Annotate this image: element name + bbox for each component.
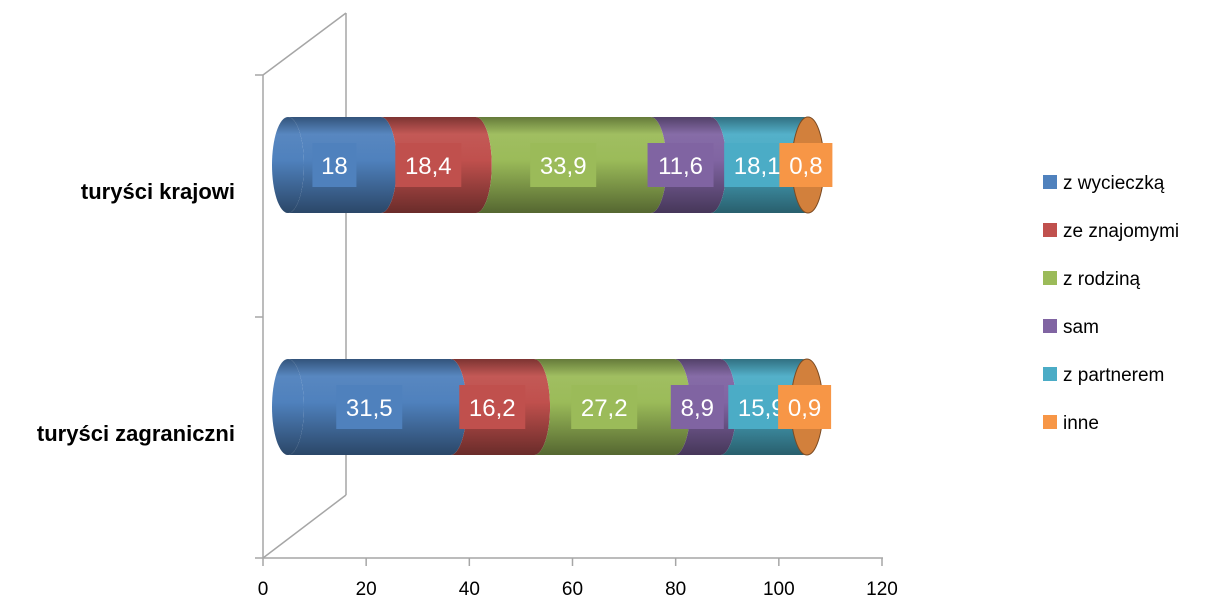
x-axis: 0 20 40 60 80 100 120	[258, 558, 898, 600]
data-label-value: 31,5	[346, 395, 393, 422]
legend-item: z rodziną	[1043, 269, 1141, 290]
data-label-value: 18,1	[734, 153, 781, 180]
x-tick-label: 40	[459, 579, 480, 600]
data-label-value: 8,9	[681, 395, 714, 422]
legend-swatch	[1043, 319, 1057, 333]
data-label-value: 0,9	[788, 395, 821, 422]
legend-item: ze znajomymi	[1043, 221, 1179, 242]
x-tick-label: 20	[356, 579, 377, 600]
data-label-box	[647, 143, 714, 187]
legend-label: ze znajomymi	[1063, 221, 1179, 242]
data-label-box	[778, 385, 832, 429]
x-tick-label: 80	[665, 579, 686, 600]
data-label-box	[336, 385, 403, 429]
chart-frame	[255, 12, 883, 559]
data-label-value: 15,9	[738, 395, 785, 422]
data-label-value: 0,8	[789, 153, 822, 180]
legend-swatch	[1043, 415, 1057, 429]
legend-item: sam	[1043, 317, 1099, 338]
data-label: 18,1	[724, 143, 791, 187]
category-label: turyści zagraniczni	[37, 421, 235, 446]
data-label-value: 18	[321, 153, 348, 180]
legend-item: z wycieczką	[1043, 173, 1165, 194]
data-label: 16,2	[459, 385, 526, 429]
data-label-box	[670, 385, 724, 429]
data-label: 0,9	[778, 385, 832, 429]
data-label-value: 18,4	[405, 153, 452, 180]
data-label: 31,5	[336, 385, 403, 429]
data-label: 11,6	[647, 143, 714, 187]
data-label-box	[724, 143, 791, 187]
data-label: 27,2	[571, 385, 638, 429]
x-tick-label: 0	[258, 579, 269, 600]
top-depth-line	[262, 12, 347, 76]
data-label-box	[395, 143, 462, 187]
legend-label: sam	[1063, 317, 1099, 338]
data-label-box	[459, 385, 526, 429]
bar-start-cap	[272, 117, 304, 213]
data-label: 18	[312, 143, 357, 187]
category-label: turyści krajowi	[81, 179, 235, 204]
data-label-box	[530, 143, 597, 187]
data-label-box	[571, 385, 638, 429]
data-label: 33,9	[530, 143, 597, 187]
bottom-depth-line	[262, 494, 347, 559]
legend-item: inne	[1043, 413, 1099, 434]
data-label-value: 33,9	[540, 153, 587, 180]
legend-item: z partnerem	[1043, 365, 1164, 386]
legend-label: z rodziną	[1063, 269, 1141, 290]
data-label-value: 16,2	[469, 395, 516, 422]
data-labels: 18 18,4 33,9 11,6 18,1 0,8 31,5 16,2 27,2 8,9 15,9…	[312, 143, 833, 429]
data-label-value: 11,6	[658, 153, 703, 180]
legend-label: inne	[1063, 413, 1099, 434]
data-label-box	[779, 143, 833, 187]
bar-start-cap	[272, 359, 304, 455]
legend-swatch	[1043, 367, 1057, 381]
x-tick-label: 120	[866, 579, 898, 600]
data-label-box	[312, 143, 357, 187]
x-tick-label: 100	[763, 579, 795, 600]
data-label-value: 27,2	[581, 395, 628, 422]
legend-label: z wycieczką	[1063, 173, 1165, 194]
legend-swatch	[1043, 175, 1057, 189]
data-label: 0,8	[779, 143, 833, 187]
legend: z wycieczką ze znajomymi z rodziną sam z par…	[1043, 173, 1179, 434]
data-label: 8,9	[670, 385, 724, 429]
legend-label: z partnerem	[1063, 365, 1164, 386]
x-tick-label: 60	[562, 579, 583, 600]
category-axis: turyści krajowi turyści zagraniczni	[37, 179, 235, 446]
legend-swatch	[1043, 271, 1057, 285]
legend-swatch	[1043, 223, 1057, 237]
data-label: 18,4	[395, 143, 462, 187]
